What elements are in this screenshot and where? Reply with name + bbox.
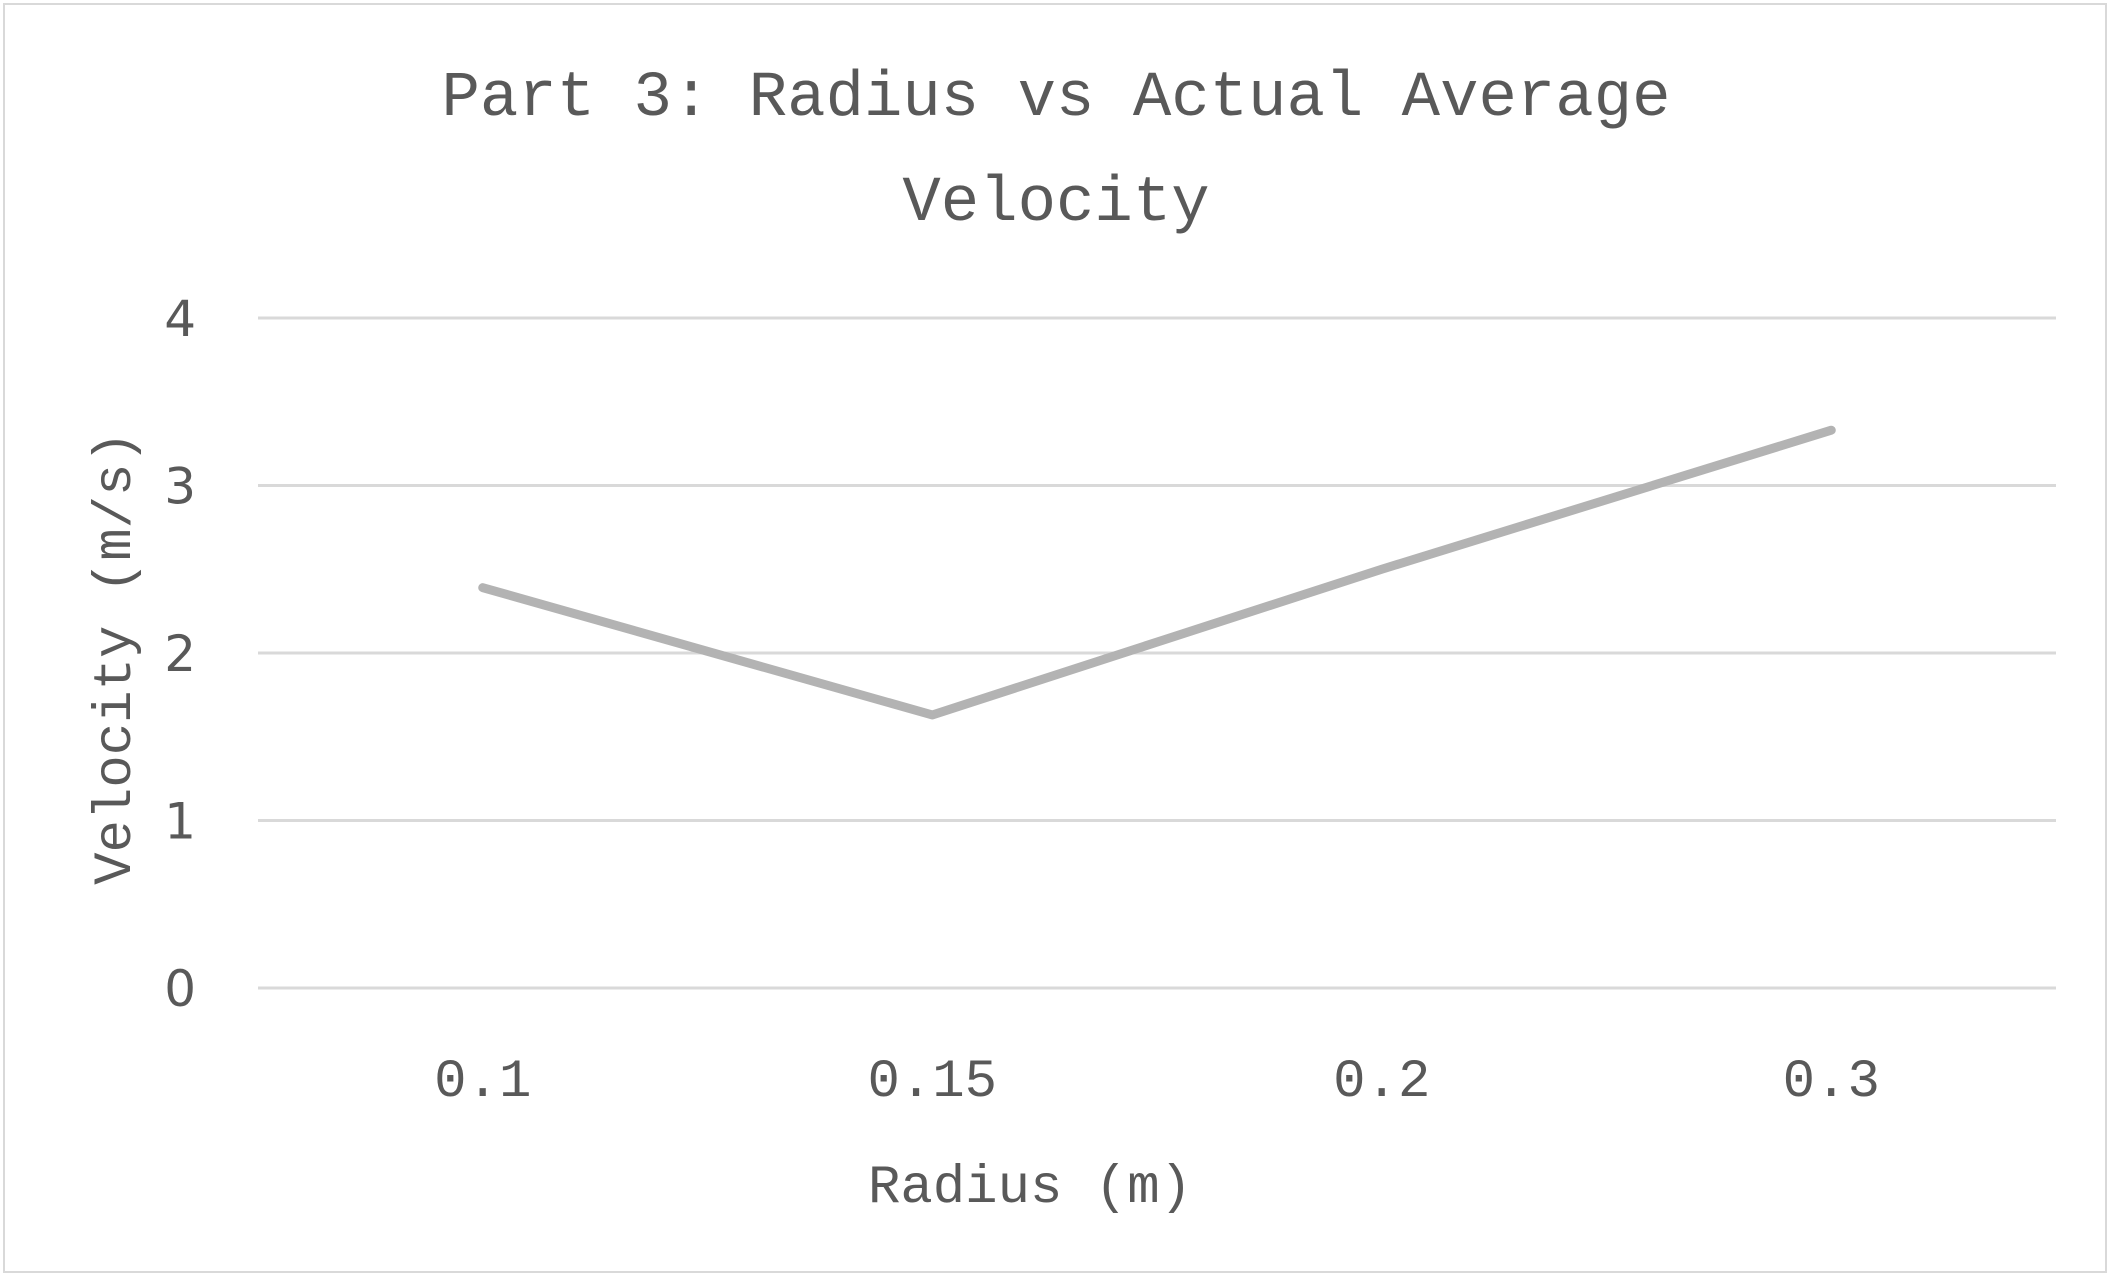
y-tick-label: 0 <box>164 960 196 1018</box>
y-tick-label: 4 <box>164 290 196 348</box>
chart-frame <box>3 3 2107 1273</box>
chart-title-line-1: Part 3: Radius vs Actual Average <box>442 63 1671 135</box>
y-tick-labels: 0 1 2 3 4 <box>164 290 196 1018</box>
series-line-0 <box>478 425 1836 720</box>
gridlines <box>258 316 2056 990</box>
chart-title-line-2: Velocity <box>902 168 1209 240</box>
y-tick-label: 3 <box>164 458 196 516</box>
y-tick-label: 2 <box>164 625 196 683</box>
y-tick-label: 1 <box>164 793 196 851</box>
x-tick-labels: 0.1 0.15 0.2 0.3 <box>434 1052 1880 1113</box>
x-axis-title: Radius (m) <box>868 1158 1192 1219</box>
y-axis-title: Velocity (m/s) <box>86 431 147 885</box>
x-tick-label: 0.15 <box>867 1052 997 1113</box>
x-tick-label: 0.1 <box>434 1052 531 1113</box>
series-layer <box>478 425 1836 720</box>
x-tick-label: 0.2 <box>1333 1052 1430 1113</box>
x-tick-label: 0.3 <box>1783 1052 1880 1113</box>
